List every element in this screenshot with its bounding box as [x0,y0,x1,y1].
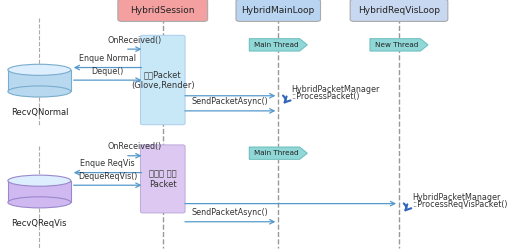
FancyBboxPatch shape [236,0,320,21]
Text: Main Thread: Main Thread [254,42,299,48]
Ellipse shape [8,175,71,186]
Text: RecvQReqVis: RecvQReqVis [12,219,67,228]
Text: 일반Packet
(Glove,Render): 일반Packet (Glove,Render) [131,70,195,90]
Text: HybridPacketManager: HybridPacketManager [412,193,500,202]
Polygon shape [249,39,307,51]
Text: Main Thread: Main Thread [254,150,299,156]
Ellipse shape [8,86,71,97]
FancyBboxPatch shape [141,145,185,213]
Text: SendPacketAsync(): SendPacketAsync() [192,97,268,106]
Polygon shape [370,39,428,51]
Text: 가시화 요청
Packet: 가시화 요청 Packet [149,169,176,189]
Text: Enque ReqVis: Enque ReqVis [80,159,135,168]
Text: ::ProcessReqVisPacket(): ::ProcessReqVisPacket() [412,200,508,209]
Ellipse shape [8,64,71,75]
FancyBboxPatch shape [141,35,185,125]
Text: Deque(): Deque() [91,67,124,76]
FancyBboxPatch shape [118,0,207,21]
Ellipse shape [8,197,71,208]
Text: HybridSession: HybridSession [131,6,195,15]
Text: OnReceived(): OnReceived() [107,36,162,45]
FancyBboxPatch shape [350,0,448,21]
Text: HybridReqVisLoop: HybridReqVisLoop [358,6,440,15]
Text: SendPacketAsync(): SendPacketAsync() [192,208,268,217]
Text: Enque Normal: Enque Normal [79,54,136,63]
Bar [8,181,71,202]
Text: New Thread: New Thread [375,42,419,48]
Text: HybridMainLoop: HybridMainLoop [242,6,315,15]
Text: OnReceived(): OnReceived() [107,142,162,151]
Text: RecvQNormal: RecvQNormal [10,108,68,117]
Text: HybridPacketManager: HybridPacketManager [291,85,380,94]
Text: DequeReqVis(): DequeReqVis() [78,172,138,181]
Polygon shape [249,147,307,159]
Bar [8,70,71,91]
Text: ::ProcessPacket(): ::ProcessPacket() [291,92,360,101]
